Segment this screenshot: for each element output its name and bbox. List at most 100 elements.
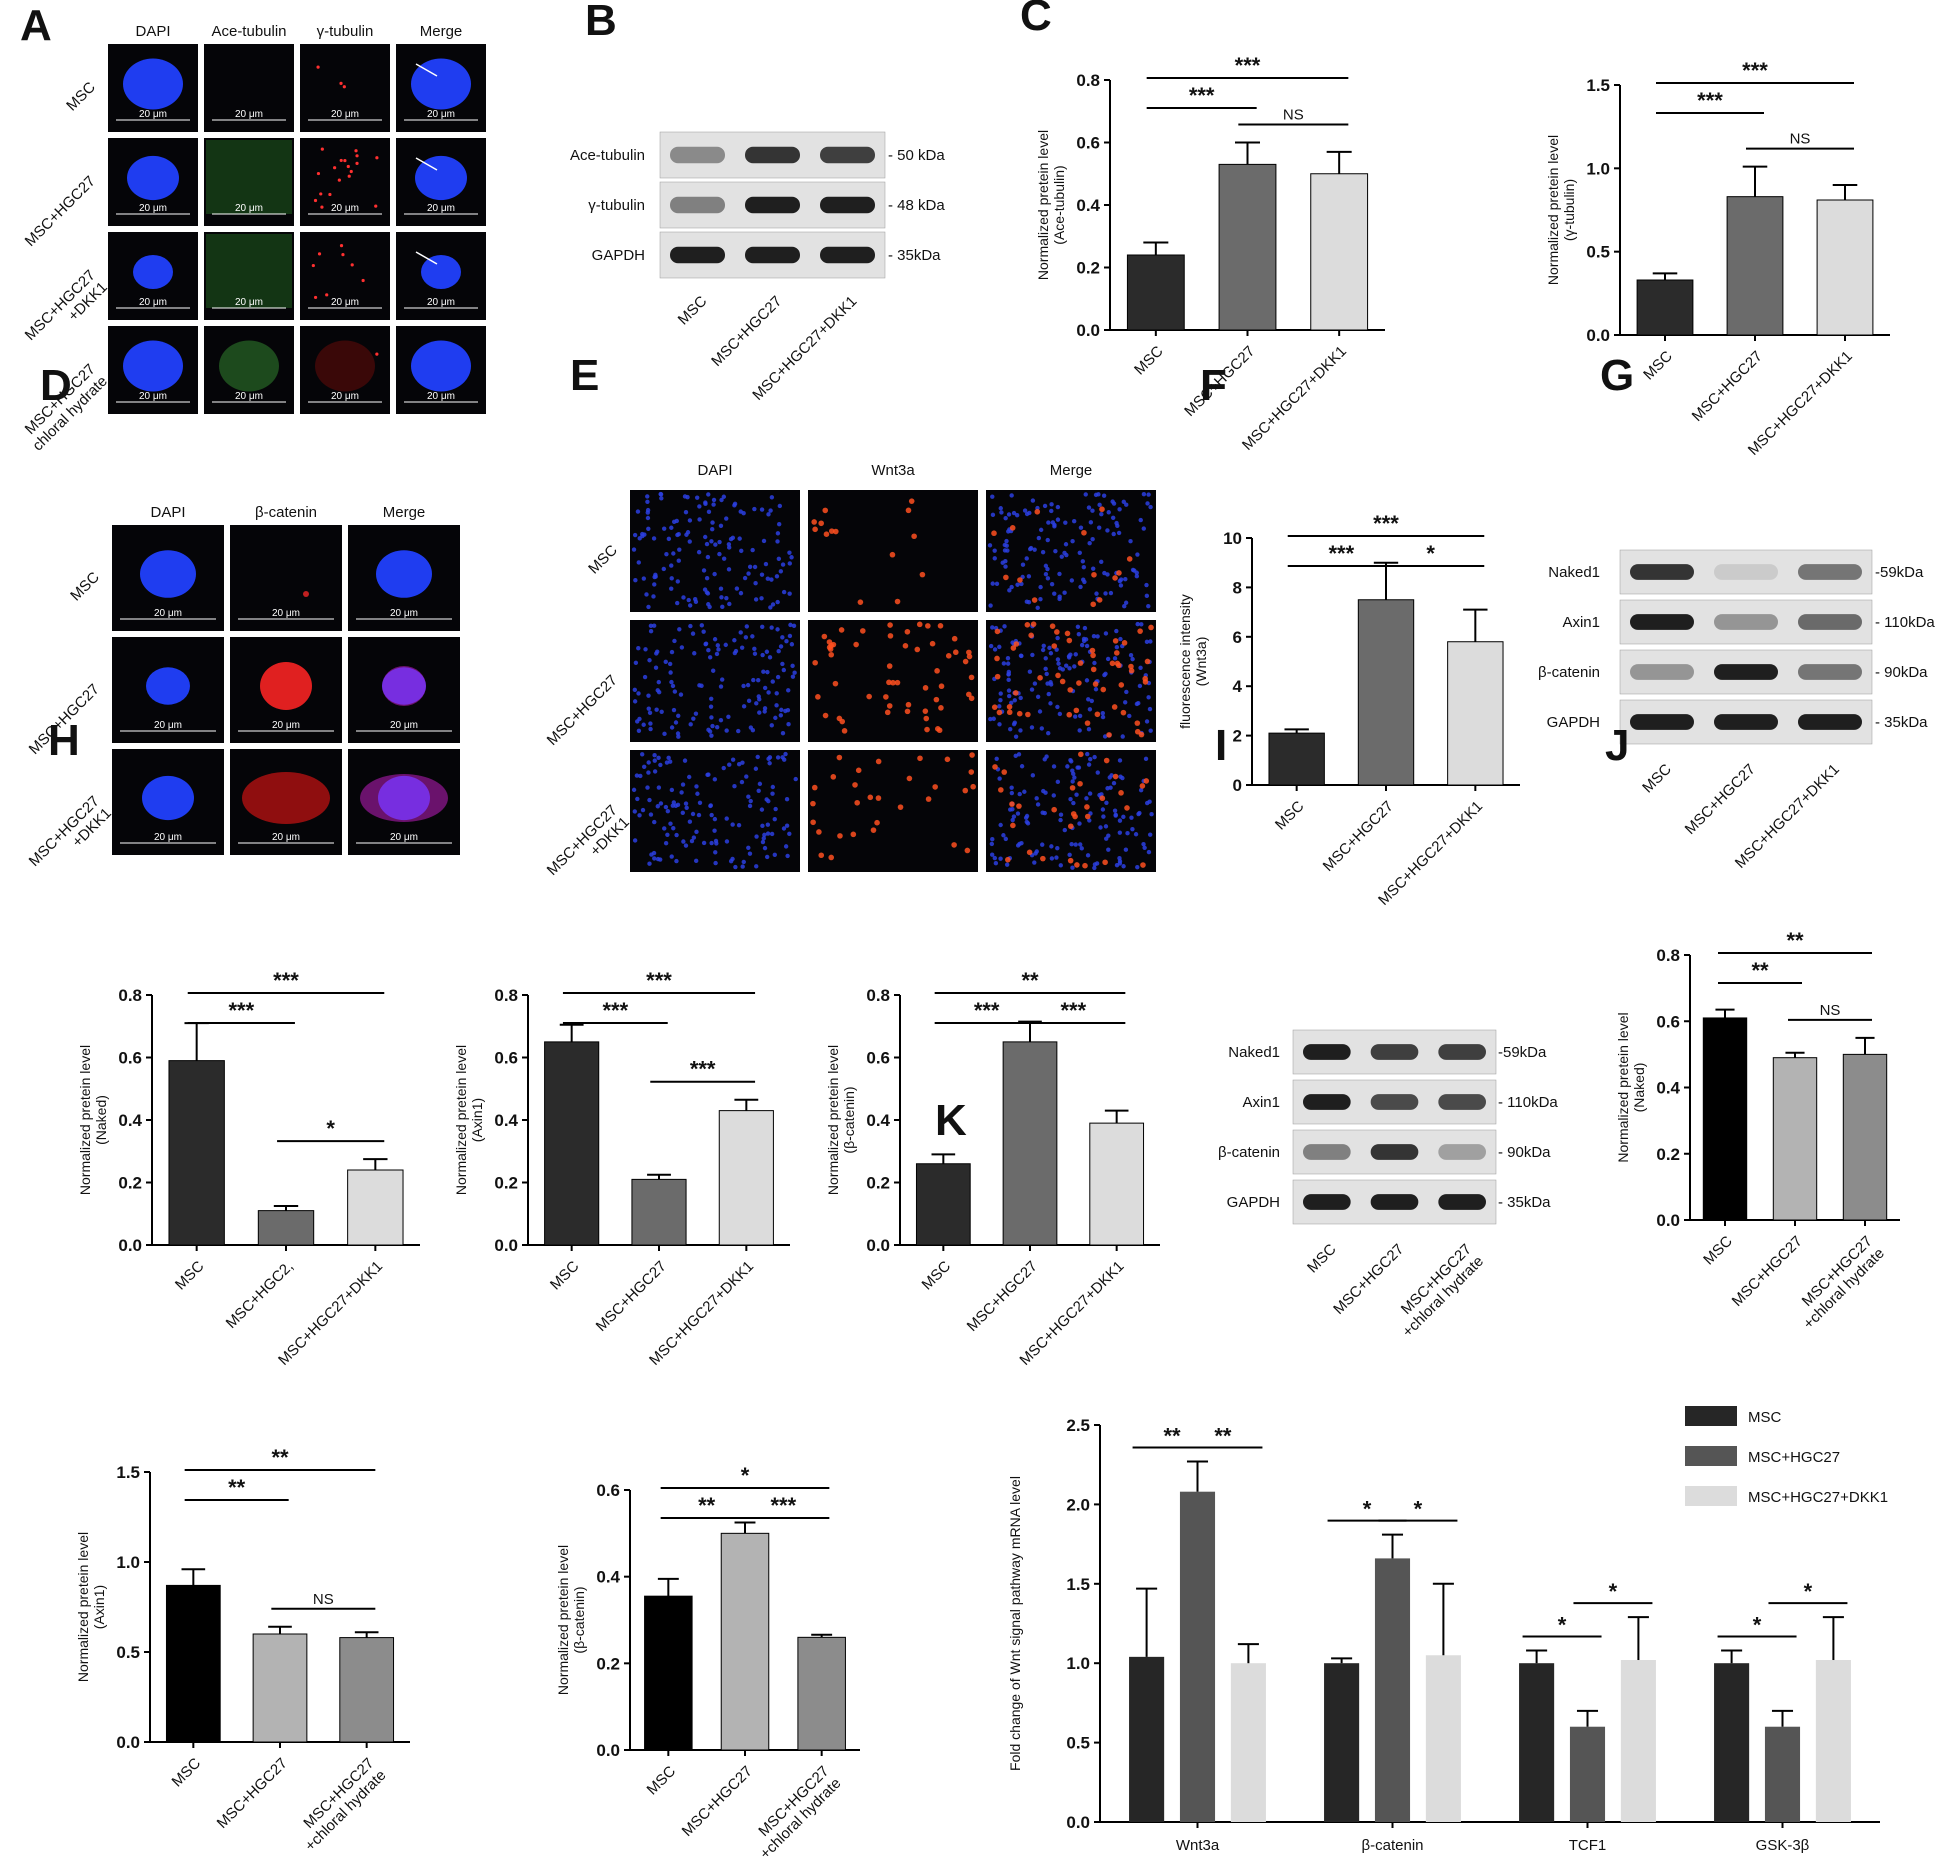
y-tick-label: 0.8: [494, 986, 518, 1005]
wnt3a-signal-dot: [1054, 629, 1060, 635]
y-tick-label: 0.2: [118, 1174, 142, 1193]
nucleus-dot: [780, 730, 786, 736]
blot-band: [745, 196, 800, 214]
nucleus-dot: [709, 539, 714, 544]
wnt3a-signal-dot: [996, 709, 1003, 716]
nucleus-dot: [1096, 492, 1101, 497]
lane-label: MSC: [1639, 761, 1675, 797]
wnt3a-signal-dot: [1066, 711, 1073, 718]
nucleus-dot: [1086, 727, 1092, 732]
wnt3a-signal-dot: [857, 599, 864, 605]
nucleus-dot: [1035, 605, 1040, 611]
centrosome-dot: [341, 253, 345, 257]
wnt3a-signal-dot: [1028, 632, 1034, 639]
significance-label: *: [1753, 1612, 1762, 1637]
nucleus-dot: [736, 822, 742, 828]
nucleus-dot: [726, 545, 732, 550]
nucleus-dot: [1103, 591, 1108, 596]
band-size-label: - 48 kDa: [888, 197, 945, 214]
legend-label: MSC+HGC27: [1748, 1449, 1840, 1466]
nucleus-dot: [1105, 572, 1110, 577]
blot-band: [1303, 1194, 1351, 1210]
wnt3a-signal-dot: [1016, 803, 1022, 809]
significance-label: **: [1021, 968, 1039, 993]
nucleus-dot: [719, 595, 724, 600]
nucleus-dot: [1149, 812, 1154, 817]
legend-swatch: [1685, 1446, 1737, 1466]
legend-label: MSC: [1748, 1409, 1782, 1426]
micrograph-background: [808, 490, 978, 612]
nucleus-dot: [1077, 550, 1082, 555]
nucleus-dot: [785, 853, 790, 859]
centrosome-dot: [343, 158, 347, 163]
wnt3a-signal-dot: [890, 679, 896, 686]
nucleus-dot: [1086, 505, 1092, 510]
nucleus: [421, 255, 461, 289]
band-size-label: - 90kDa: [1875, 664, 1928, 681]
nucleus-dot: [711, 497, 717, 503]
nucleus-dot: [1110, 515, 1116, 521]
nucleus-dot: [1064, 552, 1069, 558]
band-size-label: -59kDa: [1498, 1044, 1547, 1061]
nucleus-dot: [752, 651, 758, 656]
y-axis-label: Normalized pretein level(Axin1): [75, 1532, 107, 1682]
x-tick-label-line: MSC: [644, 1763, 680, 1799]
nucleus-dot: [1042, 503, 1048, 509]
nucleus-dot: [741, 511, 746, 516]
nucleus-dot: [716, 647, 721, 652]
legend-swatch: [1685, 1406, 1737, 1426]
wnt3a-signal-dot: [1026, 849, 1033, 856]
nucleus-dot: [750, 547, 755, 553]
nucleus-dot: [681, 595, 686, 600]
wnt3a-signal-dot: [838, 627, 845, 633]
blot-band: [1714, 664, 1778, 680]
nucleus-dot: [718, 684, 724, 689]
nucleus-dot: [1112, 808, 1118, 813]
significance-label: **: [698, 1493, 716, 1518]
nucleus-dot: [1046, 691, 1051, 697]
nucleus-dot: [1107, 775, 1112, 780]
scale-bar-label: 20 μm: [427, 109, 455, 120]
micrograph-background: [630, 490, 800, 612]
micrograph-tile: [630, 620, 800, 742]
nucleus-dot: [691, 835, 697, 840]
nucleus-dot: [710, 527, 715, 532]
nucleus-dot: [759, 572, 765, 577]
wnt3a-signal-dot: [1081, 529, 1087, 536]
nucleus-dot: [767, 761, 772, 766]
panel-letter-j: J: [1605, 721, 1629, 770]
nucleus-dot: [636, 560, 641, 565]
nucleus-dot: [1053, 548, 1058, 554]
wnt3a-signal-dot: [853, 641, 859, 648]
nucleus-dot: [787, 591, 792, 596]
band-name-label: β-catenin: [1538, 664, 1600, 681]
nucleus-dot: [770, 602, 776, 607]
wnt3a-signal-dot: [1139, 783, 1146, 789]
nucleus-dot: [1092, 754, 1097, 760]
nucleus-dot: [637, 813, 642, 818]
y-axis-label-line: (β-catenin): [841, 1086, 857, 1153]
band-size-label: -59kDa: [1875, 564, 1924, 581]
nucleus-dot: [711, 502, 716, 507]
wnt3a-signal-dot: [1099, 795, 1106, 802]
nucleus-dot: [659, 496, 664, 501]
nucleus-dot: [1009, 785, 1014, 790]
y-tick-label: 0.6: [596, 1481, 620, 1500]
nucleus-dot: [1041, 788, 1046, 794]
nucleus-dot: [1133, 832, 1139, 837]
wnt3a-signal-dot: [962, 787, 969, 794]
nucleus-dot: [1068, 757, 1073, 763]
nucleus-dot: [686, 774, 692, 780]
wnt3a-signal-dot: [1073, 707, 1080, 714]
nucleus-dot: [707, 604, 712, 610]
nucleus-dot: [632, 809, 637, 814]
nucleus-dot: [1103, 671, 1108, 676]
nucleus-dot: [1139, 622, 1144, 627]
micrograph-tile: 20 μm: [204, 138, 294, 226]
nucleus-dot: [669, 725, 675, 730]
nucleus-dot: [672, 638, 677, 644]
nucleus-dot: [997, 776, 1002, 781]
nucleus-dot: [1084, 643, 1090, 649]
wnt3a-signal-dot: [1112, 773, 1119, 780]
bar: [915, 1163, 971, 1246]
